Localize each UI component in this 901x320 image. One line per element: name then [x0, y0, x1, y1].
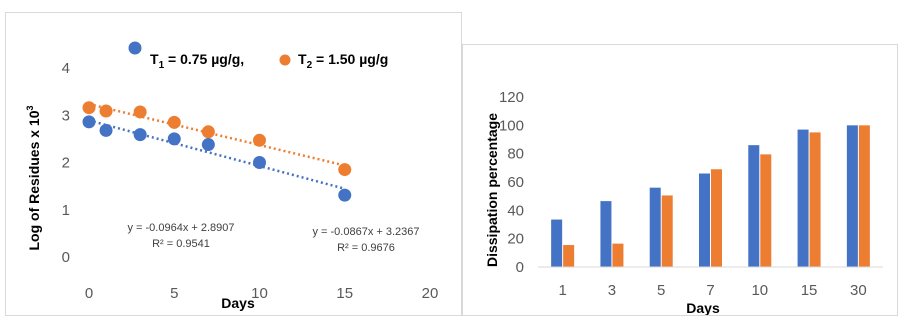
- bar: [846, 125, 858, 267]
- x-tick-label: 10: [251, 285, 268, 302]
- data-point: [201, 138, 215, 152]
- y-tick-label: 40: [507, 202, 524, 219]
- y-tick-label: 3: [62, 107, 70, 124]
- data-point: [82, 115, 96, 129]
- y-tick-label: 0: [62, 249, 70, 266]
- bar: [649, 187, 661, 267]
- y-tick-label: 120: [499, 89, 524, 106]
- y-tick-label: 80: [507, 146, 524, 163]
- y-tick-label: 20: [507, 231, 524, 248]
- bars: [551, 125, 870, 267]
- legend-label-t2: T2 = 1.50 µg/g: [298, 51, 388, 71]
- y-tick-label: 60: [507, 174, 524, 191]
- bar: [711, 169, 722, 267]
- bar: [612, 243, 624, 267]
- data-point: [82, 101, 96, 115]
- data-point: [133, 105, 147, 119]
- bar: [809, 132, 821, 267]
- legend-label-t1: T1 = 0.75 µg/g,: [150, 51, 244, 71]
- data-point: [133, 128, 147, 142]
- bar: [699, 173, 710, 267]
- x-tick-labels: 1 3 5 7 10 15 30: [558, 282, 866, 299]
- x-tick-label: 5: [170, 285, 178, 302]
- x-axis-title: Days: [221, 295, 255, 311]
- residue-scatter-chart: 0 1 2 3 4 0 5 10 15 20 T1 = 0.75 µg/g, T2 = 1.50…: [25, 41, 439, 311]
- bar: [661, 195, 673, 267]
- bar: [563, 245, 575, 267]
- y-tick-label: 2: [62, 155, 70, 172]
- x-tick-label: 5: [657, 282, 665, 299]
- x-tick-label: 20: [422, 285, 439, 302]
- x-tick-label: 0: [85, 285, 93, 302]
- data-point: [253, 156, 266, 169]
- y-axis-title: Dissipation percentage: [484, 113, 500, 267]
- data-point: [167, 132, 181, 146]
- data-point: [167, 115, 181, 129]
- x-tick-label: 7: [706, 282, 714, 299]
- y-tick-label: 4: [62, 60, 70, 77]
- x-tick-label: 15: [801, 282, 818, 299]
- x-tick-label: 3: [608, 282, 616, 299]
- trendline-1: [88, 119, 346, 190]
- data-point: [99, 123, 113, 137]
- trendlines: [88, 102, 346, 190]
- bar-chart-panel: 0 20 40 60 80 100 120 1 3 5 7 10 15 30 Dissipation p…: [462, 44, 898, 316]
- bar: [797, 129, 809, 267]
- x-axis-title: Days: [686, 300, 720, 315]
- bar: [551, 219, 563, 267]
- x-tick-label: 30: [850, 282, 867, 299]
- trendline-r2-t2: R² = 0.9676: [337, 242, 395, 254]
- x-tick-labels: 0 5 10 15 20: [85, 285, 439, 302]
- legend-marker-t1: [128, 41, 142, 55]
- scatter-chart-panel: 0 1 2 3 4 0 5 10 15 20 T1 = 0.75 µg/g, T2 = 1.50…: [5, 12, 462, 316]
- bar: [858, 125, 870, 267]
- scatter-points: [82, 101, 352, 202]
- legend: T1 = 0.75 µg/g, T2 = 1.50 µg/g: [128, 41, 388, 71]
- y-axis-title: Log of Residues x 103: [25, 105, 42, 250]
- x-tick-label: 15: [336, 285, 353, 302]
- x-tick-label: 10: [751, 282, 768, 299]
- bar: [600, 201, 612, 267]
- bar: [748, 145, 760, 267]
- y-tick-label: 1: [62, 202, 70, 219]
- y-tick-labels: 0 1 2 3 4: [62, 60, 70, 266]
- trendline-r2-t1: R² = 0.9541: [152, 238, 210, 250]
- trendline-equation-t1: y = -0.0964x + 2.8907: [127, 222, 234, 234]
- y-tick-labels: 0 20 40 60 80 100 120: [499, 89, 524, 276]
- trendline-2: [88, 102, 346, 167]
- dissipation-bar-chart: 0 20 40 60 80 100 120 1 3 5 7 10 15 30 Dissipation p…: [484, 89, 883, 315]
- data-point: [253, 133, 266, 147]
- y-tick-label: 0: [516, 259, 524, 276]
- y-tick-label: 100: [499, 117, 524, 134]
- data-point: [201, 125, 215, 139]
- bar: [760, 154, 772, 267]
- data-point: [99, 104, 113, 118]
- x-tick-label: 1: [558, 282, 566, 299]
- legend-marker-t2: [279, 54, 291, 66]
- data-point: [338, 188, 352, 202]
- trendline-equation-t2: y = -0.0867x + 3.2367: [312, 226, 419, 238]
- data-point: [338, 163, 352, 177]
